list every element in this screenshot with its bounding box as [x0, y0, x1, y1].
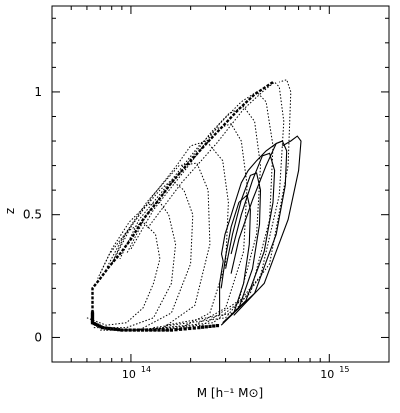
dotted-contour-line	[86, 221, 161, 326]
floor-marker	[90, 316, 95, 320]
dotted-contour-line	[146, 81, 285, 329]
floor-marker	[92, 321, 96, 326]
y-tick-label: 1	[34, 85, 42, 99]
x-tick-label-exponent: 14	[141, 365, 151, 374]
dotted-contour-line	[116, 123, 248, 331]
floor-marker	[169, 328, 174, 332]
dotted-contour-line	[100, 179, 194, 331]
floor-marker	[90, 321, 95, 325]
floor-marker	[200, 325, 205, 329]
floor-marker	[212, 324, 216, 328]
floor-marker	[192, 326, 196, 330]
x-tick-label: 10	[320, 368, 334, 381]
floor-marker	[149, 328, 153, 332]
tick-marks	[51, 6, 390, 362]
floor-marker	[90, 311, 95, 315]
floor-marker	[215, 323, 220, 328]
floor-marker	[120, 328, 124, 332]
solid-contour-line	[219, 140, 283, 316]
floor-marker	[97, 324, 101, 328]
floor-marker	[90, 317, 95, 322]
floor-marker	[157, 328, 161, 332]
plot-frame	[51, 5, 390, 363]
floor-marker	[94, 322, 98, 326]
floor-marker	[124, 328, 128, 332]
y-axis-label: z	[3, 208, 17, 214]
x-axis-label: M [h⁻¹ M⊙]	[197, 386, 264, 400]
dotted-contour-line	[111, 140, 229, 331]
floor-marker	[104, 326, 108, 330]
floor-marker	[117, 328, 121, 332]
floor-marker	[204, 325, 208, 329]
floor-marker	[165, 328, 169, 332]
dotted-contour-line	[130, 91, 274, 331]
floor-marker	[140, 328, 145, 332]
data-layer	[86, 79, 302, 332]
x-tick-label-exponent: 15	[339, 365, 349, 374]
floor-marker	[90, 312, 95, 317]
tick-labels: 10 14 10 15 0 0.5 1	[23, 85, 350, 381]
floor-marker	[99, 325, 103, 329]
floor-marker	[161, 328, 165, 332]
floor-marker	[90, 319, 95, 323]
floor-marker	[153, 328, 157, 332]
floor-marker	[110, 327, 114, 331]
floor-marker	[136, 328, 140, 332]
floor-marker	[183, 327, 187, 331]
floor-marker	[132, 328, 136, 332]
floor-marker	[197, 326, 201, 330]
solid-contour-line	[222, 172, 262, 324]
floor-marker	[188, 326, 192, 331]
x-tick-label: 10	[122, 368, 136, 381]
solid-contour-line	[220, 193, 251, 326]
floor-marker	[90, 314, 95, 318]
floor-marker	[101, 326, 105, 330]
floor-marker	[178, 327, 183, 331]
floor-marker	[95, 323, 100, 327]
floor-marker	[174, 328, 178, 332]
floor-marker	[128, 328, 132, 332]
floor-marker	[208, 324, 212, 328]
y-tick-label: 0.5	[23, 208, 42, 222]
solid-contour-line	[233, 135, 302, 316]
solid-contour-line	[225, 152, 276, 321]
floor-marker	[145, 328, 149, 332]
y-tick-label: 0	[34, 330, 42, 344]
floor-marker	[113, 327, 118, 331]
dotted-contour-line	[106, 162, 211, 331]
floor-marker	[107, 326, 111, 331]
boundary-line	[91, 81, 274, 313]
